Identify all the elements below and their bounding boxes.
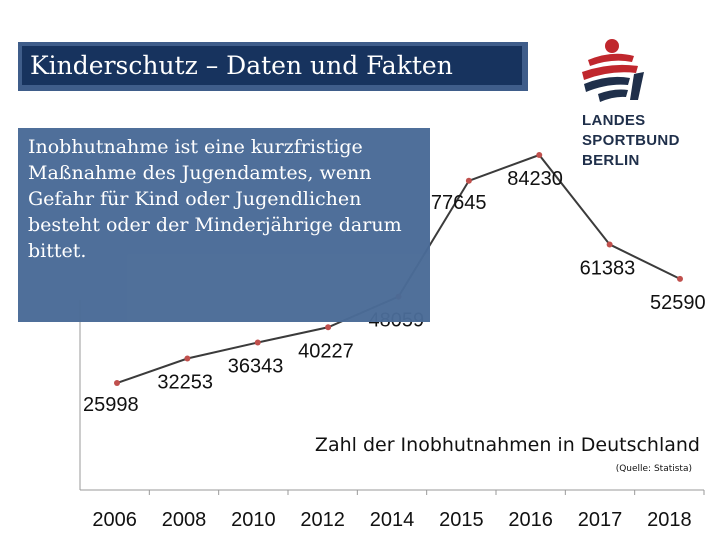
- data-labels: 2599832253363434022748059776458423061383…: [83, 168, 706, 416]
- info-text: Inobhutnahme ist eine kurzfristige Maßna…: [28, 136, 402, 262]
- data-markers: [114, 152, 683, 386]
- x-tick-label-2015: 2015: [439, 509, 484, 531]
- x-tick-label-2018: 2018: [647, 509, 692, 531]
- data-point-2017: [606, 241, 613, 248]
- x-tick-label-2008: 2008: [162, 509, 207, 531]
- data-label-2010: 36343: [228, 355, 284, 377]
- data-label-2006: 25998: [83, 394, 139, 416]
- data-label-2008: 32253: [157, 372, 213, 394]
- info-box: Inobhutnahme ist eine kurzfristige Maßna…: [18, 128, 430, 322]
- data-label-2015: 77645: [431, 192, 487, 214]
- data-label-2017: 61383: [580, 257, 636, 279]
- x-tick-label-2006: 2006: [92, 509, 137, 531]
- logo-text-sportbund: SPORTBUND: [582, 132, 680, 149]
- logo-text-berlin: BERLIN: [582, 152, 640, 169]
- logo-figure-icon: [582, 39, 644, 102]
- data-label-2018: 52590: [650, 292, 706, 314]
- title-bar: Kinderschutz – Daten und Fakten: [18, 42, 528, 91]
- page-title: Kinderschutz – Daten und Fakten: [22, 46, 522, 85]
- source-note: (Quelle: Statista): [615, 464, 692, 474]
- x-tick-labels: 2006 2008 2010 2012 2014 2015 2016 2017 2018: [92, 509, 691, 531]
- x-tick-label-2014: 2014: [370, 509, 415, 531]
- x-tick-label-2017: 2017: [578, 509, 623, 531]
- data-point-2010: [254, 339, 261, 346]
- data-label-2012: 40227: [298, 340, 354, 362]
- data-point-2006: [114, 380, 120, 386]
- logo: LANDES SPORTBUND BERLIN: [568, 36, 680, 176]
- data-point-2018: [677, 275, 683, 282]
- x-tick-label-2016: 2016: [508, 509, 553, 531]
- x-ticks: [148, 490, 705, 495]
- data-point-2015: [465, 177, 472, 184]
- chart-caption: Zahl der Inobhutnahmen in Deutschland: [314, 434, 700, 456]
- data-point-2012: [325, 324, 332, 331]
- data-point-2008: [184, 355, 191, 362]
- data-point-2016: [536, 152, 543, 158]
- x-tick-label-2010: 2010: [231, 509, 276, 531]
- logo-text-landes: LANDES: [582, 112, 646, 129]
- x-tick-label-2012: 2012: [300, 509, 345, 531]
- data-label-2016: 84230: [507, 168, 563, 190]
